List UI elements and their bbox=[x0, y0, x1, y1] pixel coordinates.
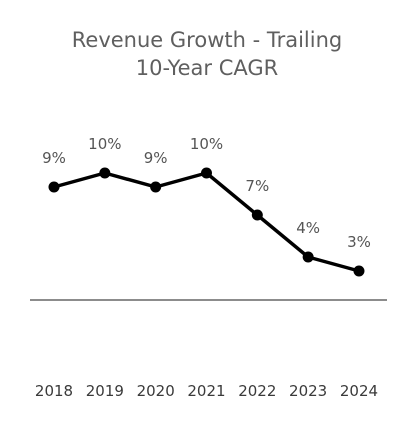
x-tick-label-2021: 2021 bbox=[187, 382, 225, 400]
x-tick-label-2019: 2019 bbox=[86, 382, 124, 400]
data-label-2023: 4% bbox=[296, 219, 320, 237]
data-label-2020: 9% bbox=[144, 149, 168, 167]
chart-title-line-2: 10-Year CAGR bbox=[136, 56, 278, 80]
data-point-2020 bbox=[150, 181, 162, 193]
chart-title: Revenue Growth - Trailing 10-Year CAGR bbox=[72, 28, 342, 80]
data-label-2024: 3% bbox=[347, 233, 371, 251]
x-tick-label-2020: 2020 bbox=[137, 382, 175, 400]
data-point-2018 bbox=[48, 181, 60, 193]
chart-title-line-1: Revenue Growth - Trailing bbox=[72, 28, 342, 52]
data-point-2023 bbox=[302, 251, 314, 263]
x-tick-label-2022: 2022 bbox=[238, 382, 276, 400]
data-point-2021 bbox=[200, 167, 212, 179]
x-axis-tick-labels: 2018 2019 2020 2021 2022 2023 2024 bbox=[35, 382, 378, 400]
data-label-2022: 7% bbox=[245, 177, 269, 195]
x-tick-label-2023: 2023 bbox=[289, 382, 327, 400]
data-point-2022 bbox=[251, 209, 263, 221]
data-labels: 9% 10% 9% 10% 7% 4% 3% bbox=[42, 135, 371, 251]
series-layer bbox=[48, 167, 365, 277]
x-tick-label-2018: 2018 bbox=[35, 382, 73, 400]
data-label-2021: 10% bbox=[190, 135, 223, 153]
data-label-2018: 9% bbox=[42, 149, 66, 167]
data-label-2019: 10% bbox=[88, 135, 121, 153]
data-point-2019 bbox=[99, 167, 111, 179]
data-point-2024 bbox=[353, 265, 365, 277]
x-tick-label-2024: 2024 bbox=[340, 382, 378, 400]
